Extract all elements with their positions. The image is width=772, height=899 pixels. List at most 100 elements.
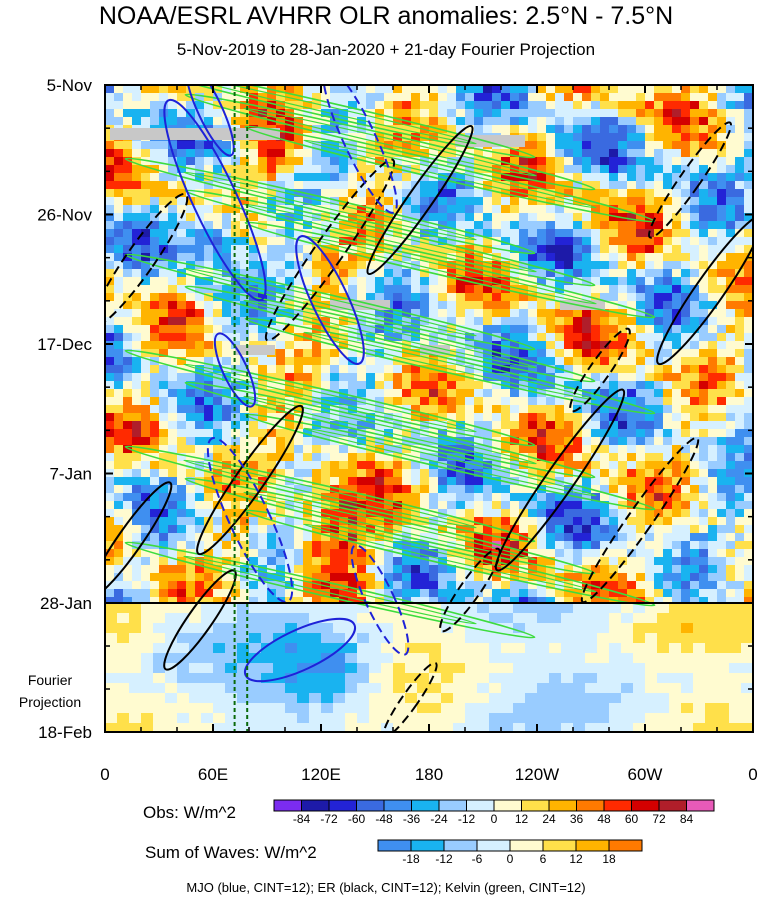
obs-cell (582, 141, 592, 150)
obs-cell (483, 309, 493, 318)
obs-cell (438, 293, 448, 302)
obs-cell (258, 429, 268, 438)
obs-cell (204, 453, 214, 462)
obs-cell (375, 389, 385, 398)
obs-cell (141, 541, 151, 550)
obs-cell (348, 205, 358, 214)
obs-cell (708, 133, 718, 142)
proj-cell (717, 603, 730, 614)
obs-cell (726, 557, 736, 566)
obs-cell (708, 517, 718, 526)
obs-cell (735, 349, 745, 358)
obs-cell (249, 397, 259, 406)
obs-cell (294, 469, 304, 478)
obs-cell (168, 197, 178, 206)
obs-cell (654, 317, 664, 326)
obs-cell (735, 485, 745, 494)
obs-cell (744, 381, 753, 390)
obs-cell (411, 437, 421, 446)
obs-cell (627, 173, 637, 182)
obs-cell (681, 245, 691, 254)
obs-cell (402, 549, 412, 558)
obs-cell (663, 85, 673, 94)
obs-cell (321, 141, 331, 150)
obs-cell (420, 333, 430, 342)
proj-cell (381, 603, 394, 614)
obs-cell (483, 533, 493, 542)
obs-cell (348, 157, 358, 166)
obs-cell (132, 597, 142, 603)
obs-cell (132, 101, 142, 110)
obs-cell (303, 197, 313, 206)
obs-cell (330, 597, 340, 603)
obs-cell (447, 141, 457, 150)
obs-cell (204, 229, 214, 238)
obs-cell (726, 477, 736, 486)
obs-cell (285, 317, 295, 326)
obs-cell (564, 589, 574, 598)
obs-cell (510, 317, 520, 326)
obs-cell (699, 477, 709, 486)
obs-cell (744, 453, 753, 462)
obs-cell (420, 309, 430, 318)
obs-cell (492, 517, 502, 526)
proj-cell (249, 643, 262, 654)
obs-cell (483, 149, 493, 158)
obs-cell (312, 477, 322, 486)
obs-cell (213, 117, 223, 126)
proj-cell (105, 613, 118, 624)
obs-cell (213, 429, 223, 438)
obs-cell (285, 261, 295, 270)
obs-cell (303, 461, 313, 470)
obs-cell (663, 333, 673, 342)
obs-cell (402, 365, 412, 374)
obs-cell (600, 365, 610, 374)
obs-cell (573, 469, 583, 478)
obs-cell (276, 517, 286, 526)
obs-cell (708, 181, 718, 190)
obs-cell (537, 493, 547, 502)
obs-cell (645, 85, 655, 94)
obs-cell (627, 277, 637, 286)
obs-cell (636, 309, 646, 318)
obs-cell (573, 549, 583, 558)
obs-cell (564, 373, 574, 382)
obs-cell (141, 549, 151, 558)
obs-cell (312, 589, 322, 598)
obs-cell (555, 309, 565, 318)
obs-cell (591, 333, 601, 342)
obs-cell (177, 205, 187, 214)
obs-cell (141, 517, 151, 526)
obs-cell (438, 565, 448, 574)
obs-cell (402, 429, 412, 438)
obs-cell (528, 117, 538, 126)
obs-cell (222, 205, 232, 214)
obs-cell (555, 541, 565, 550)
obs-cell (132, 589, 142, 598)
obs-cell (123, 349, 133, 358)
obs-cell (465, 269, 475, 278)
obs-cell (528, 397, 538, 406)
obs-cell (213, 293, 223, 302)
proj-cell (525, 613, 538, 624)
obs-cell (330, 557, 340, 566)
obs-cell (591, 541, 601, 550)
obs-cell (483, 557, 493, 566)
obs-cell (672, 421, 682, 430)
obs-cell (573, 509, 583, 518)
obs-cell (384, 125, 394, 134)
obs-cell (447, 309, 457, 318)
obs-cell (465, 101, 475, 110)
obs-cell (519, 237, 529, 246)
obs-cell (546, 325, 556, 334)
obs-cell (294, 541, 304, 550)
obs-cell (726, 525, 736, 534)
proj-cell (657, 623, 670, 634)
obs-cell (573, 445, 583, 454)
obs-cell (312, 109, 322, 118)
obs-cell (195, 501, 205, 510)
obs-cell (402, 509, 412, 518)
obs-cell (321, 133, 331, 142)
obs-cell (321, 189, 331, 198)
obs-cell (636, 597, 646, 603)
